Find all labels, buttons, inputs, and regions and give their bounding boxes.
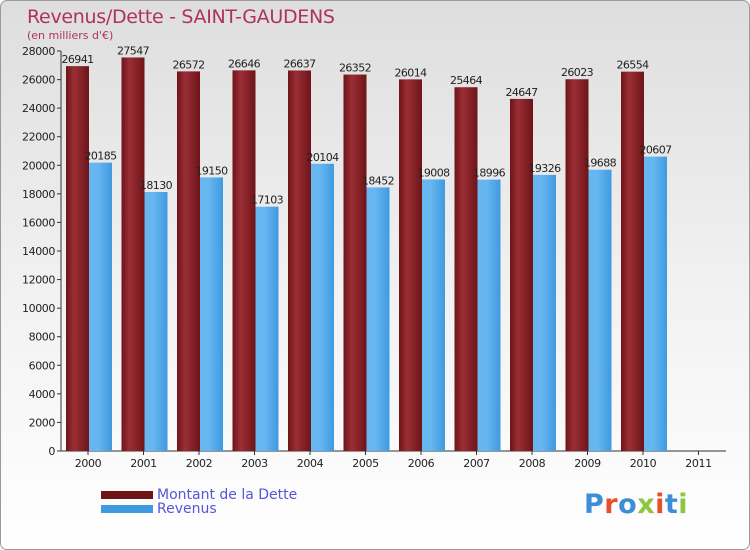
logo-letter: x bbox=[637, 489, 656, 520]
legend-label-revenue: Revenus bbox=[157, 501, 217, 517]
data-label-revenue: 18452 bbox=[362, 174, 394, 187]
bar-revenue bbox=[200, 177, 223, 451]
logo-letter: t bbox=[664, 489, 679, 520]
legend-item-revenue: Revenus bbox=[101, 501, 217, 517]
data-label-revenue: 19150 bbox=[196, 164, 229, 177]
y-tick-label: 20000 bbox=[22, 159, 55, 172]
bar-debt bbox=[454, 87, 478, 451]
x-tick-label: 2009 bbox=[574, 457, 601, 470]
data-label-revenue: 20104 bbox=[307, 151, 340, 164]
x-tick-label: 2008 bbox=[519, 457, 546, 470]
bar-debt bbox=[177, 71, 200, 452]
x-tick-label: 2002 bbox=[186, 457, 212, 470]
data-label-revenue: 18996 bbox=[473, 167, 506, 180]
y-tick-label: 26000 bbox=[22, 74, 55, 87]
bar-debt bbox=[66, 66, 89, 451]
legend-swatch-debt bbox=[101, 491, 153, 499]
logo-letter: o bbox=[618, 489, 638, 520]
y-tick-label: 14000 bbox=[22, 245, 55, 258]
logo-letter: r bbox=[604, 489, 619, 520]
bar-debt bbox=[510, 98, 533, 452]
logo-letter: P bbox=[584, 489, 605, 520]
data-label-debt: 26554 bbox=[617, 59, 650, 72]
bar-revenue bbox=[422, 179, 445, 451]
y-tick-label: 16000 bbox=[22, 216, 55, 229]
x-tick-label: 2003 bbox=[241, 457, 268, 470]
data-label-debt: 26646 bbox=[228, 57, 261, 70]
data-label-revenue: 19326 bbox=[529, 162, 562, 175]
y-tick-label: 18000 bbox=[22, 188, 55, 201]
bar-debt bbox=[565, 79, 589, 451]
proxiti-logo: Proxiti bbox=[584, 489, 688, 520]
data-label-revenue: 17103 bbox=[251, 194, 284, 207]
data-label-debt: 27547 bbox=[117, 44, 150, 57]
bar-revenue bbox=[477, 179, 501, 451]
data-label-debt: 26014 bbox=[395, 66, 428, 79]
y-tick-label: 12000 bbox=[22, 274, 55, 287]
legend-item-debt: Montant de la Dette bbox=[101, 487, 297, 503]
legend-swatch-revenue bbox=[101, 505, 153, 513]
x-tick-label: 2005 bbox=[352, 457, 379, 470]
data-label-debt: 26352 bbox=[339, 62, 371, 75]
bar-debt bbox=[121, 57, 145, 451]
bar-revenue bbox=[366, 187, 390, 451]
bar-revenue bbox=[89, 162, 112, 451]
data-label-revenue: 20185 bbox=[85, 150, 118, 163]
bar-debt bbox=[288, 70, 311, 451]
logo-letter: i bbox=[678, 489, 689, 520]
bar-revenue bbox=[144, 192, 168, 451]
x-tick-label: 2010 bbox=[630, 457, 657, 470]
y-tick-label: 0 bbox=[48, 445, 55, 458]
x-tick-label: 2006 bbox=[408, 457, 435, 470]
bar-debt bbox=[399, 79, 422, 451]
data-label-revenue: 18130 bbox=[140, 179, 173, 192]
chart-title: Revenus/Dette - SAINT-GAUDENS bbox=[27, 6, 335, 28]
bar-revenue bbox=[533, 174, 556, 451]
data-label-revenue: 20607 bbox=[640, 144, 673, 157]
bar-debt bbox=[621, 71, 644, 452]
bar-revenue bbox=[255, 206, 279, 451]
bar-revenue bbox=[588, 169, 612, 451]
data-label-debt: 25464 bbox=[450, 74, 483, 87]
bar-revenue bbox=[644, 156, 667, 451]
data-label-debt: 26572 bbox=[173, 58, 205, 71]
y-tick-label: 10000 bbox=[22, 302, 55, 315]
data-label-debt: 24647 bbox=[506, 86, 539, 99]
bar-revenue bbox=[311, 163, 334, 452]
x-tick-label: 2000 bbox=[75, 457, 102, 470]
y-tick-label: 6000 bbox=[29, 359, 56, 372]
bar-debt bbox=[232, 70, 256, 451]
chart-subtitle: (en milliers d'€) bbox=[27, 29, 114, 42]
y-tick-label: 22000 bbox=[22, 131, 55, 144]
y-tick-label: 24000 bbox=[22, 102, 55, 115]
data-label-debt: 26941 bbox=[62, 53, 94, 66]
data-label-revenue: 19688 bbox=[584, 157, 617, 170]
legend-label-debt: Montant de la Dette bbox=[157, 487, 298, 503]
x-tick-label: 2001 bbox=[130, 457, 156, 470]
x-tick-label: 2004 bbox=[297, 457, 324, 470]
x-tick-label: 2011 bbox=[685, 457, 711, 470]
data-label-debt: 26637 bbox=[284, 57, 317, 70]
y-tick-label: 28000 bbox=[22, 45, 55, 58]
y-tick-label: 8000 bbox=[29, 331, 56, 344]
logo-letter: i bbox=[655, 489, 665, 520]
data-label-debt: 26023 bbox=[561, 66, 594, 79]
data-label-revenue: 19008 bbox=[418, 166, 451, 179]
bar-debt bbox=[343, 74, 367, 452]
x-tick-label: 2007 bbox=[463, 457, 490, 470]
y-tick-label: 2000 bbox=[29, 416, 56, 429]
y-tick-label: 4000 bbox=[29, 388, 56, 401]
